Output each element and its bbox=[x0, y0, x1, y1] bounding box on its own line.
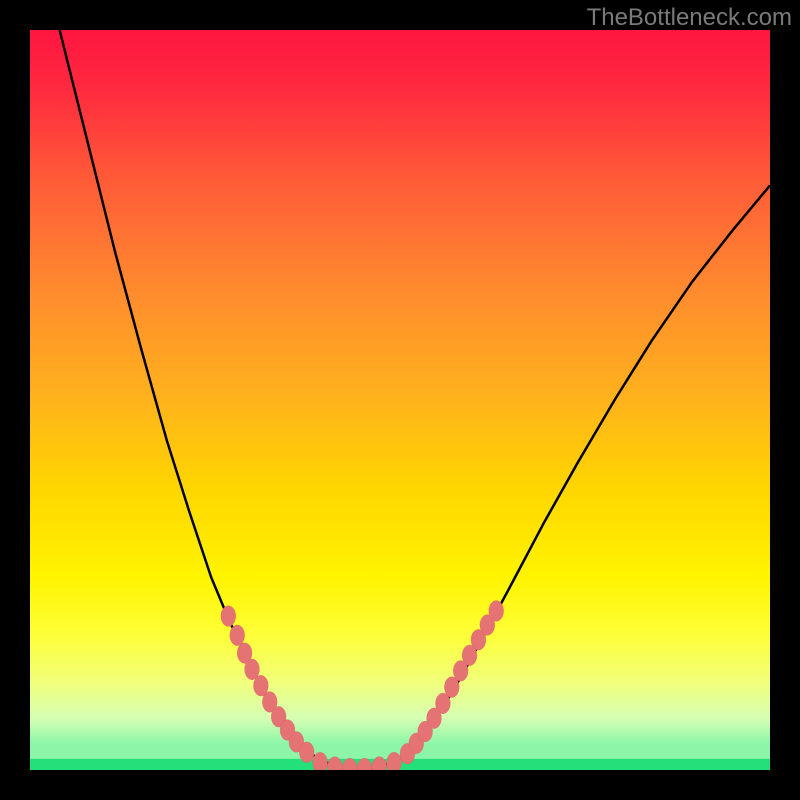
plot-area bbox=[30, 30, 770, 770]
watermark-text: TheBottleneck.com bbox=[587, 4, 792, 32]
marker-dots bbox=[30, 30, 770, 770]
